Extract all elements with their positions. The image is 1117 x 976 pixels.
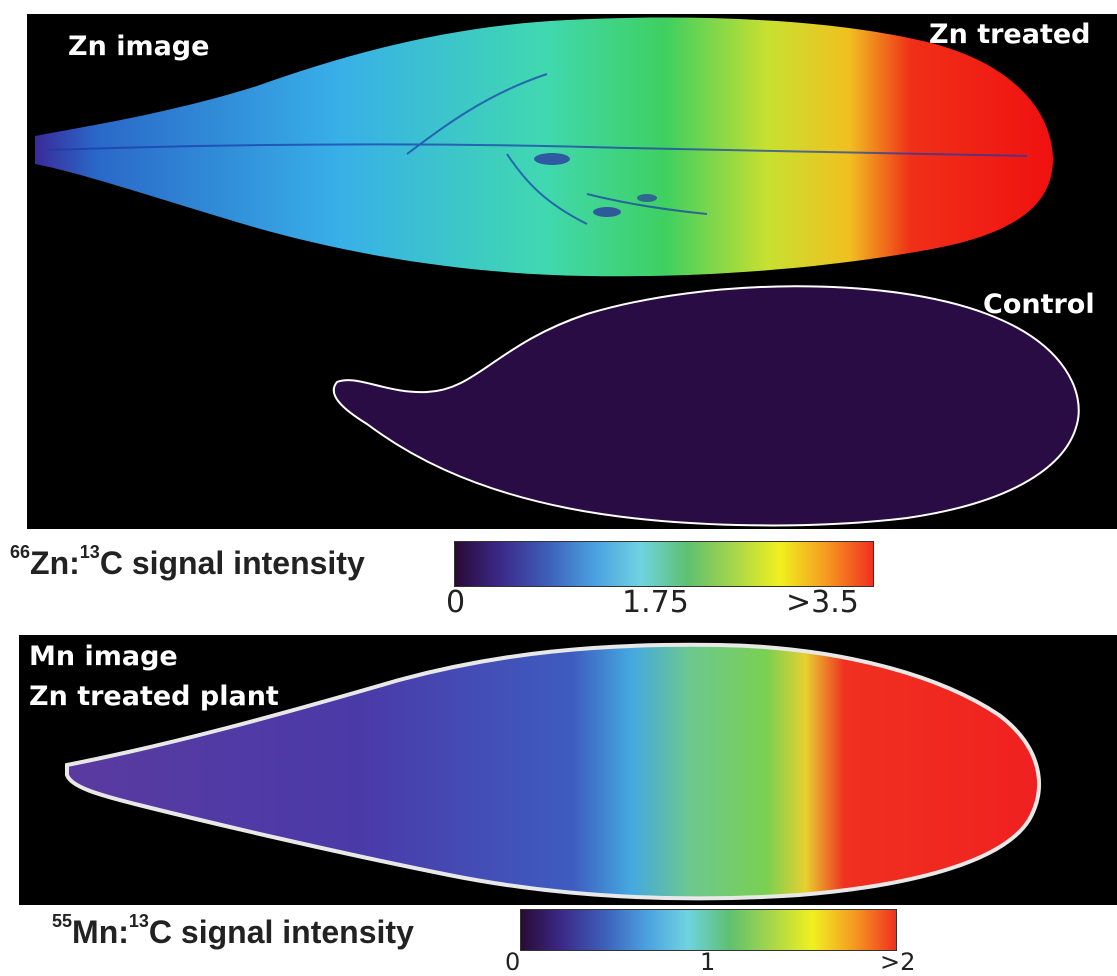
control-label: Control — [983, 289, 1095, 320]
zn-colorbar — [454, 541, 874, 587]
mn-tick-mid: 1 — [700, 948, 716, 976]
mn-leaf — [65, 642, 1041, 901]
zn-tick-max: >3.5 — [786, 585, 859, 620]
zn-tick-mid: 1.75 — [622, 585, 689, 620]
zn-leaf-veins — [46, 73, 1028, 225]
mn-leaf-map — [65, 642, 1041, 901]
mn-image-panel: Mn image Zn treated plant — [19, 635, 1117, 905]
mn-scale-title: 55Mn:13C signal intensity — [52, 911, 414, 950]
zn-treated-label: Zn treated — [929, 19, 1091, 50]
zn-tick-0: 0 — [446, 585, 466, 620]
mn-colorbar — [520, 909, 897, 951]
zn-scale-title: 66Zn:13C signal intensity — [10, 542, 365, 581]
zn-image-panel: Zn image Zn treated Control — [27, 14, 1117, 529]
mn-image-label: Mn image Zn treated plant — [29, 637, 279, 717]
mn-label-line2: Zn treated plant — [29, 681, 279, 712]
mn-tick-max: >2 — [880, 948, 916, 976]
mn-tick-0: 0 — [505, 948, 521, 976]
zn-image-label: Zn image — [68, 31, 210, 62]
mn-label-line1: Mn image — [29, 641, 178, 672]
control-leaf — [332, 285, 1080, 527]
zn-leaf-maps — [35, 17, 1080, 527]
